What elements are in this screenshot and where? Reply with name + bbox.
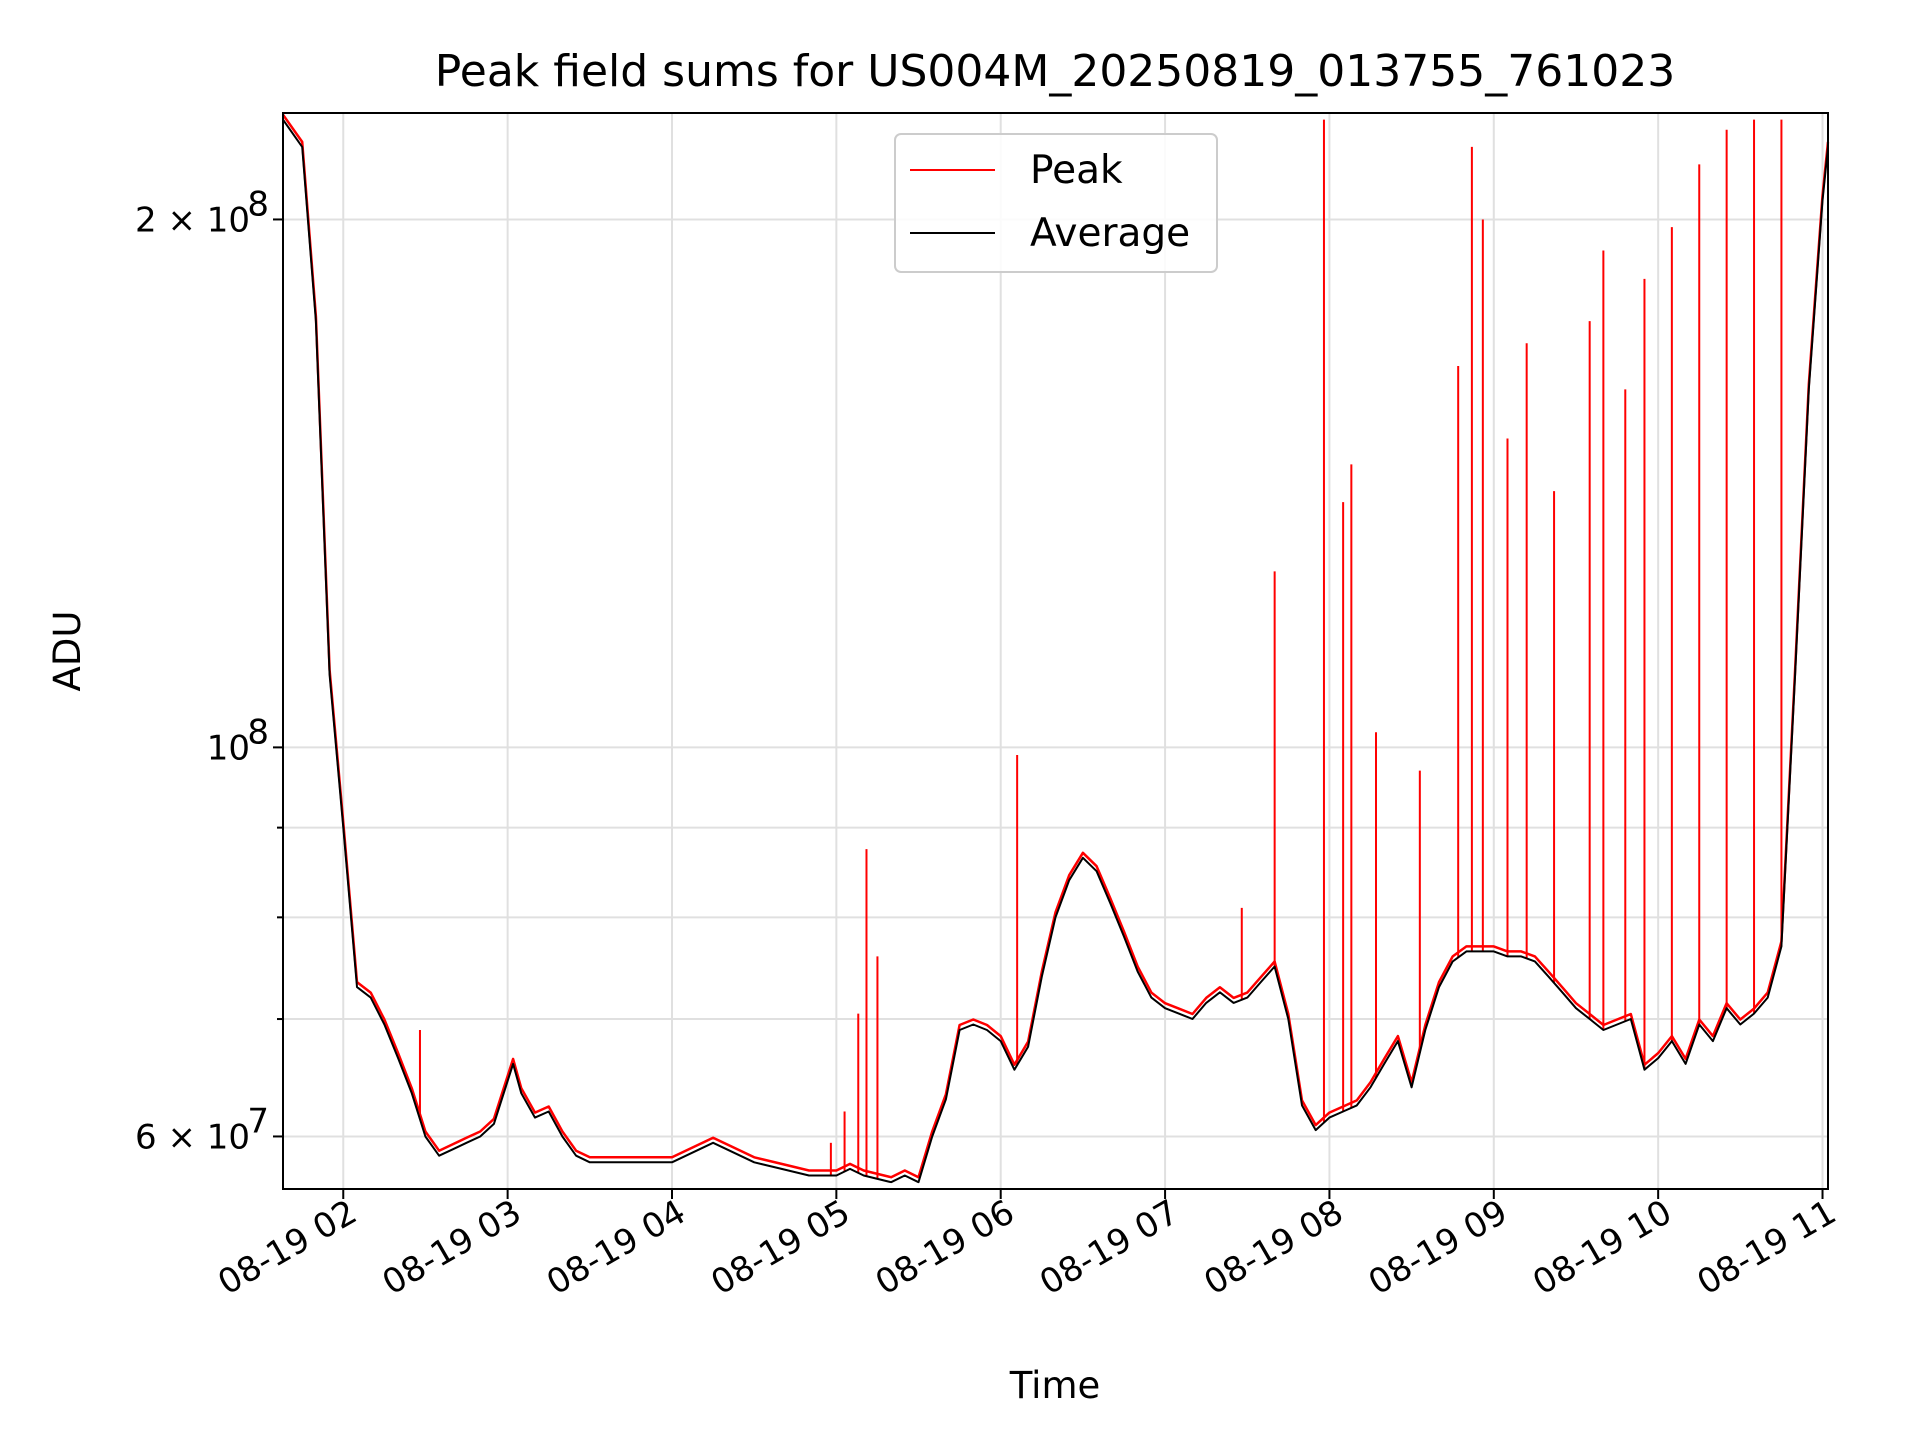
x-tick-label: 08-19 02 — [211, 1192, 363, 1303]
x-tick-label: 08-19 07 — [1033, 1192, 1185, 1303]
y-axis-label: ADU — [46, 611, 89, 692]
x-tick-label: 08-19 08 — [1198, 1192, 1350, 1303]
average-series-line — [283, 120, 1828, 1183]
x-axis-label: Time — [1009, 1364, 1101, 1407]
y-tick-exponent: 7 — [247, 1101, 269, 1141]
x-axis: 08-19 02 08-19 03 08-19 04 08-19 05 08-19 06… — [211, 1189, 1843, 1303]
legend-average-label: Average — [1030, 211, 1190, 256]
series-layer — [283, 115, 1828, 1183]
y-tick-label: 10 — [207, 728, 250, 768]
peak-series-line — [283, 115, 1828, 1178]
legend-box — [894, 133, 1218, 273]
chart-title: Peak field sums for US004M_20250819_0137… — [435, 46, 1675, 97]
y-tick-exponent: 8 — [247, 712, 269, 752]
y-tick-exponent: 8 — [247, 184, 269, 224]
legend: Peak Average — [894, 133, 1218, 273]
x-tick-label: 08-19 05 — [704, 1192, 856, 1303]
x-tick-label: 08-19 06 — [869, 1192, 1021, 1303]
x-tick-label: 08-19 03 — [376, 1192, 528, 1303]
y-tick-label: 6 × 10 — [135, 1117, 250, 1157]
x-tick-label: 08-19 11 — [1691, 1192, 1843, 1303]
x-tick-label: 08-19 04 — [540, 1192, 692, 1303]
grid-lines — [283, 113, 1828, 1189]
plot-frame — [282, 112, 1829, 1190]
legend-peak-label: Peak — [1030, 148, 1123, 193]
x-tick-label: 08-19 09 — [1362, 1192, 1514, 1303]
x-tick-label: 08-19 10 — [1526, 1192, 1678, 1303]
y-tick-label: 2 × 10 — [135, 200, 250, 240]
